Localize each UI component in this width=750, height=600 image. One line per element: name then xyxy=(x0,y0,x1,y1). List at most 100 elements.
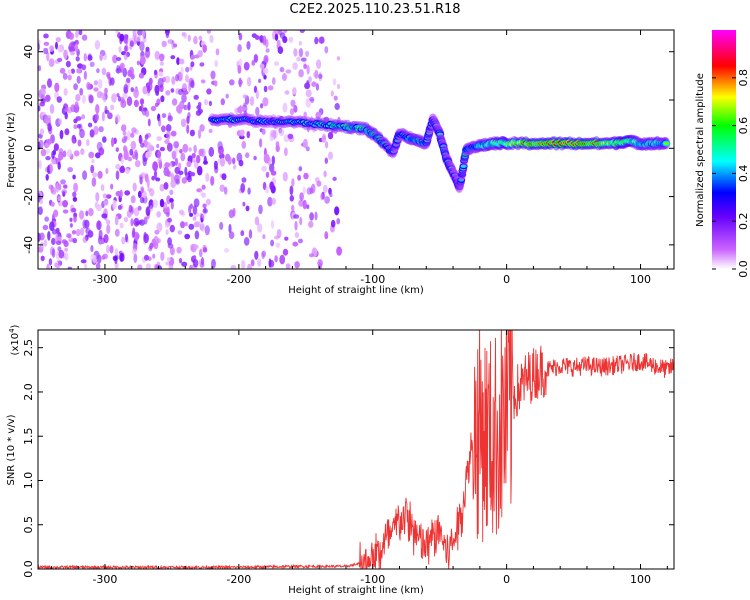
spectrogram-noise-dot xyxy=(145,151,150,159)
spectrogram-noise-dot xyxy=(150,105,157,112)
spectrogram-noise-dot xyxy=(259,63,265,69)
spectrogram-noise-dot xyxy=(64,252,69,261)
spectrogram-noise-dot xyxy=(63,49,68,60)
spectrogram-noise-dot xyxy=(57,196,61,202)
spectrogram-noise-dot xyxy=(180,118,187,128)
spectrogram-noise-dot xyxy=(228,223,232,234)
snr-y-scale-label: (x104) xyxy=(8,324,21,355)
spectrogram-noise-dot xyxy=(81,94,87,104)
spectrogram-noise-dot xyxy=(262,97,269,107)
spectrogram-noise-dot xyxy=(241,259,246,269)
spectrogram-noise-dot xyxy=(217,141,223,151)
spectrogram-noise-dot xyxy=(140,187,144,194)
spectrogram-noise-dot xyxy=(119,189,123,199)
spectrogram-noise-dot xyxy=(79,210,85,220)
spectrogram-noise-dot xyxy=(73,83,78,91)
spectrogram-noise-dot xyxy=(96,141,103,152)
spectrogram-y-axis-label: Frequency (Hz) xyxy=(6,112,17,188)
spectrogram-noise-dot xyxy=(147,118,151,127)
spectrogram-noise-dot xyxy=(38,139,44,149)
spectrogram-noise-dot xyxy=(200,148,206,158)
spectrogram-noise-dot xyxy=(82,170,88,180)
spectrogram-noise-dot xyxy=(61,189,68,195)
spectrogram-noise-dot xyxy=(254,250,259,260)
spectrogram-noise-dot xyxy=(219,157,226,167)
spectrogram-noise-dot xyxy=(111,137,115,148)
spectrogram-noise-dot xyxy=(159,146,165,152)
spectrogram-noise-dot xyxy=(271,77,276,85)
spectrogram-noise-dot xyxy=(277,46,284,54)
spectrogram-noise-dot xyxy=(227,156,232,165)
spectrogram-noise-dot xyxy=(90,164,95,174)
x-tick-label: -200 xyxy=(226,273,251,286)
spectrogram-noise-dot xyxy=(263,55,269,64)
spectrogram-noise-dot xyxy=(100,184,105,192)
spectrogram-noise-dot xyxy=(47,122,52,132)
spectrogram-noise-dot xyxy=(188,82,192,92)
spectrogram-noise-dot xyxy=(199,248,203,258)
spectrogram-noise-dot xyxy=(167,257,171,262)
spectrogram-noise-dot xyxy=(96,91,103,99)
spectrogram-noise-dot xyxy=(157,157,162,164)
spectrogram-noise-dot xyxy=(200,79,206,84)
spectrogram-noise-dot xyxy=(53,143,60,152)
spectrogram-noise-dot xyxy=(293,214,300,219)
spectrogram-noise-dot xyxy=(145,46,150,52)
spectrogram-noise-dot xyxy=(193,198,200,208)
x-tick-label: -300 xyxy=(92,273,117,286)
spectrogram-noise-dot xyxy=(333,95,338,101)
spectrogram-noise-dot xyxy=(119,222,124,229)
spectrogram-noise-dot xyxy=(299,216,303,226)
spectrogram-noise-dot xyxy=(261,128,266,135)
spectrogram-noise-dot xyxy=(47,165,51,175)
snr-series xyxy=(38,330,674,569)
spectrogram-noise-dot xyxy=(177,230,183,235)
spectrogram-noise-dot xyxy=(196,154,201,164)
y-tick-label: 0 xyxy=(22,145,35,152)
spectrogram-noise-dot xyxy=(119,62,125,70)
spectrogram-noise-dot xyxy=(45,94,51,103)
spectrogram-noise-dot xyxy=(81,64,87,71)
spectrogram-noise-dot xyxy=(92,172,98,178)
spectrogram-noise-dot xyxy=(284,236,289,241)
spectrogram-noise-dot xyxy=(109,77,115,86)
spectrogram-noise-dot xyxy=(247,263,252,269)
spectrogram-noise-dot xyxy=(165,32,170,39)
spectrogram-noise-dot xyxy=(59,67,66,74)
colorbar-tick-label: 0.6 xyxy=(737,117,750,135)
snr-frame xyxy=(37,329,675,570)
spectrogram-noise-dot xyxy=(146,178,150,189)
spectrogram-noise-dot xyxy=(69,217,73,222)
spectrogram-noise-dot xyxy=(336,56,341,61)
spectrogram-noise-dot xyxy=(197,50,203,58)
spectrogram-noise-dot xyxy=(170,130,177,137)
spectrogram-noise-dot xyxy=(137,205,142,211)
spectrogram-noise-dot xyxy=(74,43,78,53)
spectrogram-noise-dot xyxy=(135,35,142,42)
spectrogram-noise-dot xyxy=(126,77,131,84)
spectrogram-noise-dot xyxy=(124,45,128,53)
spectrogram-noise-dot xyxy=(196,111,200,116)
spectrogram-noise-dot xyxy=(107,112,113,120)
spectrogram-noise-dot xyxy=(90,245,94,252)
spectrogram-noise-dot xyxy=(288,36,294,43)
spectrogram-noise-dot xyxy=(208,100,212,107)
spectrogram-noise-dot xyxy=(161,125,166,131)
spectrogram-ridge-core xyxy=(459,172,466,176)
spectrogram-noise-dot xyxy=(159,183,165,192)
colorbar-gradient xyxy=(712,30,736,269)
spectrogram-noise-dot xyxy=(253,54,259,63)
spectrogram-noise-dot xyxy=(240,183,246,193)
spectrogram-noise-dot xyxy=(138,136,143,144)
spectrogram-noise-dot xyxy=(106,194,112,199)
spectrogram-noise-dot xyxy=(305,89,312,98)
spectrogram-noise-dot xyxy=(166,130,171,140)
spectrogram-noise-dot xyxy=(188,147,192,152)
spectrogram-noise-dot xyxy=(185,66,190,73)
spectrogram-noise-dot xyxy=(155,177,161,182)
spectrogram-noise-dot xyxy=(63,88,68,96)
spectrogram-noise-dot xyxy=(67,74,72,81)
spectrogram-noise-dot xyxy=(182,143,189,153)
x-tick-label: 100 xyxy=(630,273,651,286)
spectrogram-noise-dot xyxy=(318,36,325,44)
